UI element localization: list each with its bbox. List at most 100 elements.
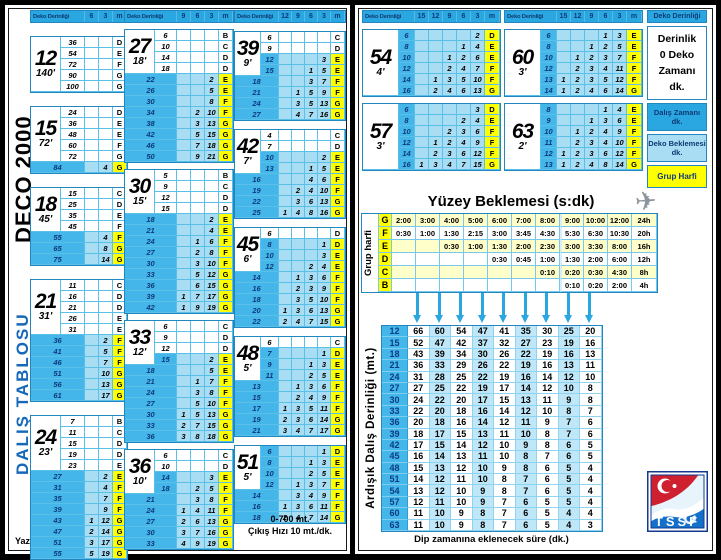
stop-cell: 3 [457, 126, 471, 137]
stop-cell: 4 [471, 115, 485, 126]
group-cell: F [219, 483, 233, 494]
bottom-time-cell: 84 [31, 162, 85, 173]
repeat-value-cell: 6 [558, 451, 580, 463]
depth-table-36: 36 10' 6 C 10 D 14 3 E 18 2 5 F 21 3 8 F 24 1 4 11 F 27 2 6 13 G 30… [124, 449, 234, 550]
bottom-time-cell: 14 [235, 272, 279, 283]
stop-cell [177, 140, 191, 151]
deco-stop-depth: 6 [191, 11, 205, 22]
bottom-time-cell: 14 [155, 472, 177, 483]
down-arrow [413, 293, 422, 323]
stop-cell: 2 [177, 516, 191, 527]
bottom-time-cell: 16 [235, 174, 279, 185]
depth-value: 48 [236, 341, 259, 365]
stop-cell: 9 [613, 126, 627, 137]
stop-cell [557, 63, 571, 74]
stop-cell: 3 [177, 431, 191, 442]
repeat-value-cell: 11 [472, 451, 494, 463]
stop-cell: 6 [305, 414, 318, 425]
stop-cell [292, 348, 305, 359]
stop-cell: 5 [318, 163, 331, 174]
stop-cell: 11 [205, 505, 219, 516]
stop-cell: 3 [599, 115, 613, 126]
group-cell: E [331, 468, 345, 479]
repeat-value-cell: 11 [408, 508, 430, 520]
stop-cell: 4 [457, 63, 471, 74]
group-cell: D [219, 461, 233, 472]
bottom-time-cell: 46 [31, 357, 85, 368]
depth-label: 21 31' [31, 280, 61, 335]
repeat-value-cell: 25 [429, 382, 451, 395]
repeat-value-cell: 25 [451, 371, 473, 383]
stop-cell: 3 [318, 250, 331, 261]
stop-cell: 14 [99, 254, 113, 265]
bottom-time-cell: 36 [61, 118, 85, 129]
surface-cell [536, 279, 560, 292]
bottom-time-cell: 36 [61, 37, 85, 48]
stop-cell [85, 70, 99, 81]
legend-group-letter: Grup Harfi [647, 165, 707, 188]
bottom-time-cell: 16 [235, 283, 279, 294]
group-letter-side-label: Grup harfi [363, 230, 374, 276]
group-cell: F [485, 137, 500, 148]
stop-cell: 4 [177, 538, 191, 549]
group-cell: G [331, 109, 345, 120]
stop-cell: 9 [191, 538, 205, 549]
bottom-time-cell: 34 [125, 107, 177, 118]
depth-value: 45 [236, 232, 259, 256]
surface-cell [440, 253, 464, 266]
bottom-time-cell: 6 [261, 228, 279, 239]
depth-value: 33 [128, 325, 151, 349]
stop-cell [305, 152, 318, 163]
stop-cell: 8 [205, 247, 219, 258]
stop-cell [85, 291, 99, 302]
repeat-value-cell: 12 [408, 496, 430, 509]
stop-cell: 17 [318, 425, 331, 436]
group-cell: D [219, 192, 233, 203]
repeat-value-cell: 9 [537, 417, 559, 429]
stop-cell [279, 272, 292, 283]
stop-cell [557, 30, 571, 41]
bottom-time-cell: 21 [235, 425, 279, 436]
bottom-time-cell: 11 [61, 427, 85, 438]
repeat-value-cell: 12 [558, 371, 580, 383]
no-deco-time: 10' [132, 475, 147, 487]
stop-cell: 3 [318, 457, 331, 468]
bottom-time-cell: 18 [235, 512, 279, 523]
repeat-value-cell: 17 [494, 382, 516, 395]
group-cell: G [219, 516, 233, 527]
deco-stop-depth: 6 [457, 11, 471, 22]
stop-cell [429, 52, 443, 63]
stop-cell [99, 129, 113, 140]
stop-cell [557, 104, 571, 115]
stop-cell: 14 [318, 414, 331, 425]
stop-cell [177, 96, 191, 107]
repeat-value-cell: 5 [558, 485, 580, 497]
stop-cell: 11 [318, 501, 331, 512]
stop-cell: 10 [205, 398, 219, 409]
stop-cell: 8 [99, 243, 113, 254]
stop-cell [443, 115, 457, 126]
surface-interval-table: Grup harfi G 2:00 3:00 4:00 5:00 6:00 7:00 8:00… [361, 213, 658, 293]
stop-cell: 6 [305, 196, 318, 207]
bottom-time-cell: 12 [261, 479, 279, 490]
stop-cell: 4 [457, 137, 471, 148]
depth-label: 24 23' [31, 416, 61, 471]
stop-cell: 2 [571, 74, 585, 85]
bottom-time-cell: 5 [155, 170, 177, 181]
stop-cell [177, 192, 191, 203]
bottom-time-cell: 27 [125, 516, 177, 527]
down-arrow [542, 293, 551, 323]
group-cell: E [219, 214, 233, 225]
surface-hours-cell: 20h [632, 227, 657, 240]
group-cell: C [219, 321, 233, 332]
surface-hours-cell: 24h [632, 214, 657, 227]
stop-cell: 12 [471, 148, 485, 159]
bottom-time-cell: 36 [125, 431, 177, 442]
repeat-value-cell: 14 [515, 382, 537, 395]
stop-cell: 6 [191, 280, 205, 291]
repeat-depth-cell: 33 [382, 405, 408, 418]
bottom-time-cell: 14 [399, 148, 415, 159]
bottom-time-cell: 10 [261, 468, 279, 479]
stop-cell: 16 [205, 527, 219, 538]
stop-cell: 4 [599, 137, 613, 148]
